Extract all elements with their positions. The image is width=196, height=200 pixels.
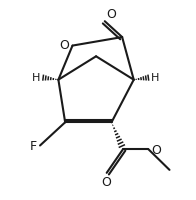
Text: O: O [59, 39, 69, 52]
Text: F: F [29, 139, 37, 152]
Text: O: O [151, 143, 161, 156]
Text: O: O [106, 8, 116, 21]
Text: H: H [32, 73, 40, 82]
Text: H: H [151, 73, 160, 82]
Text: O: O [101, 175, 111, 188]
